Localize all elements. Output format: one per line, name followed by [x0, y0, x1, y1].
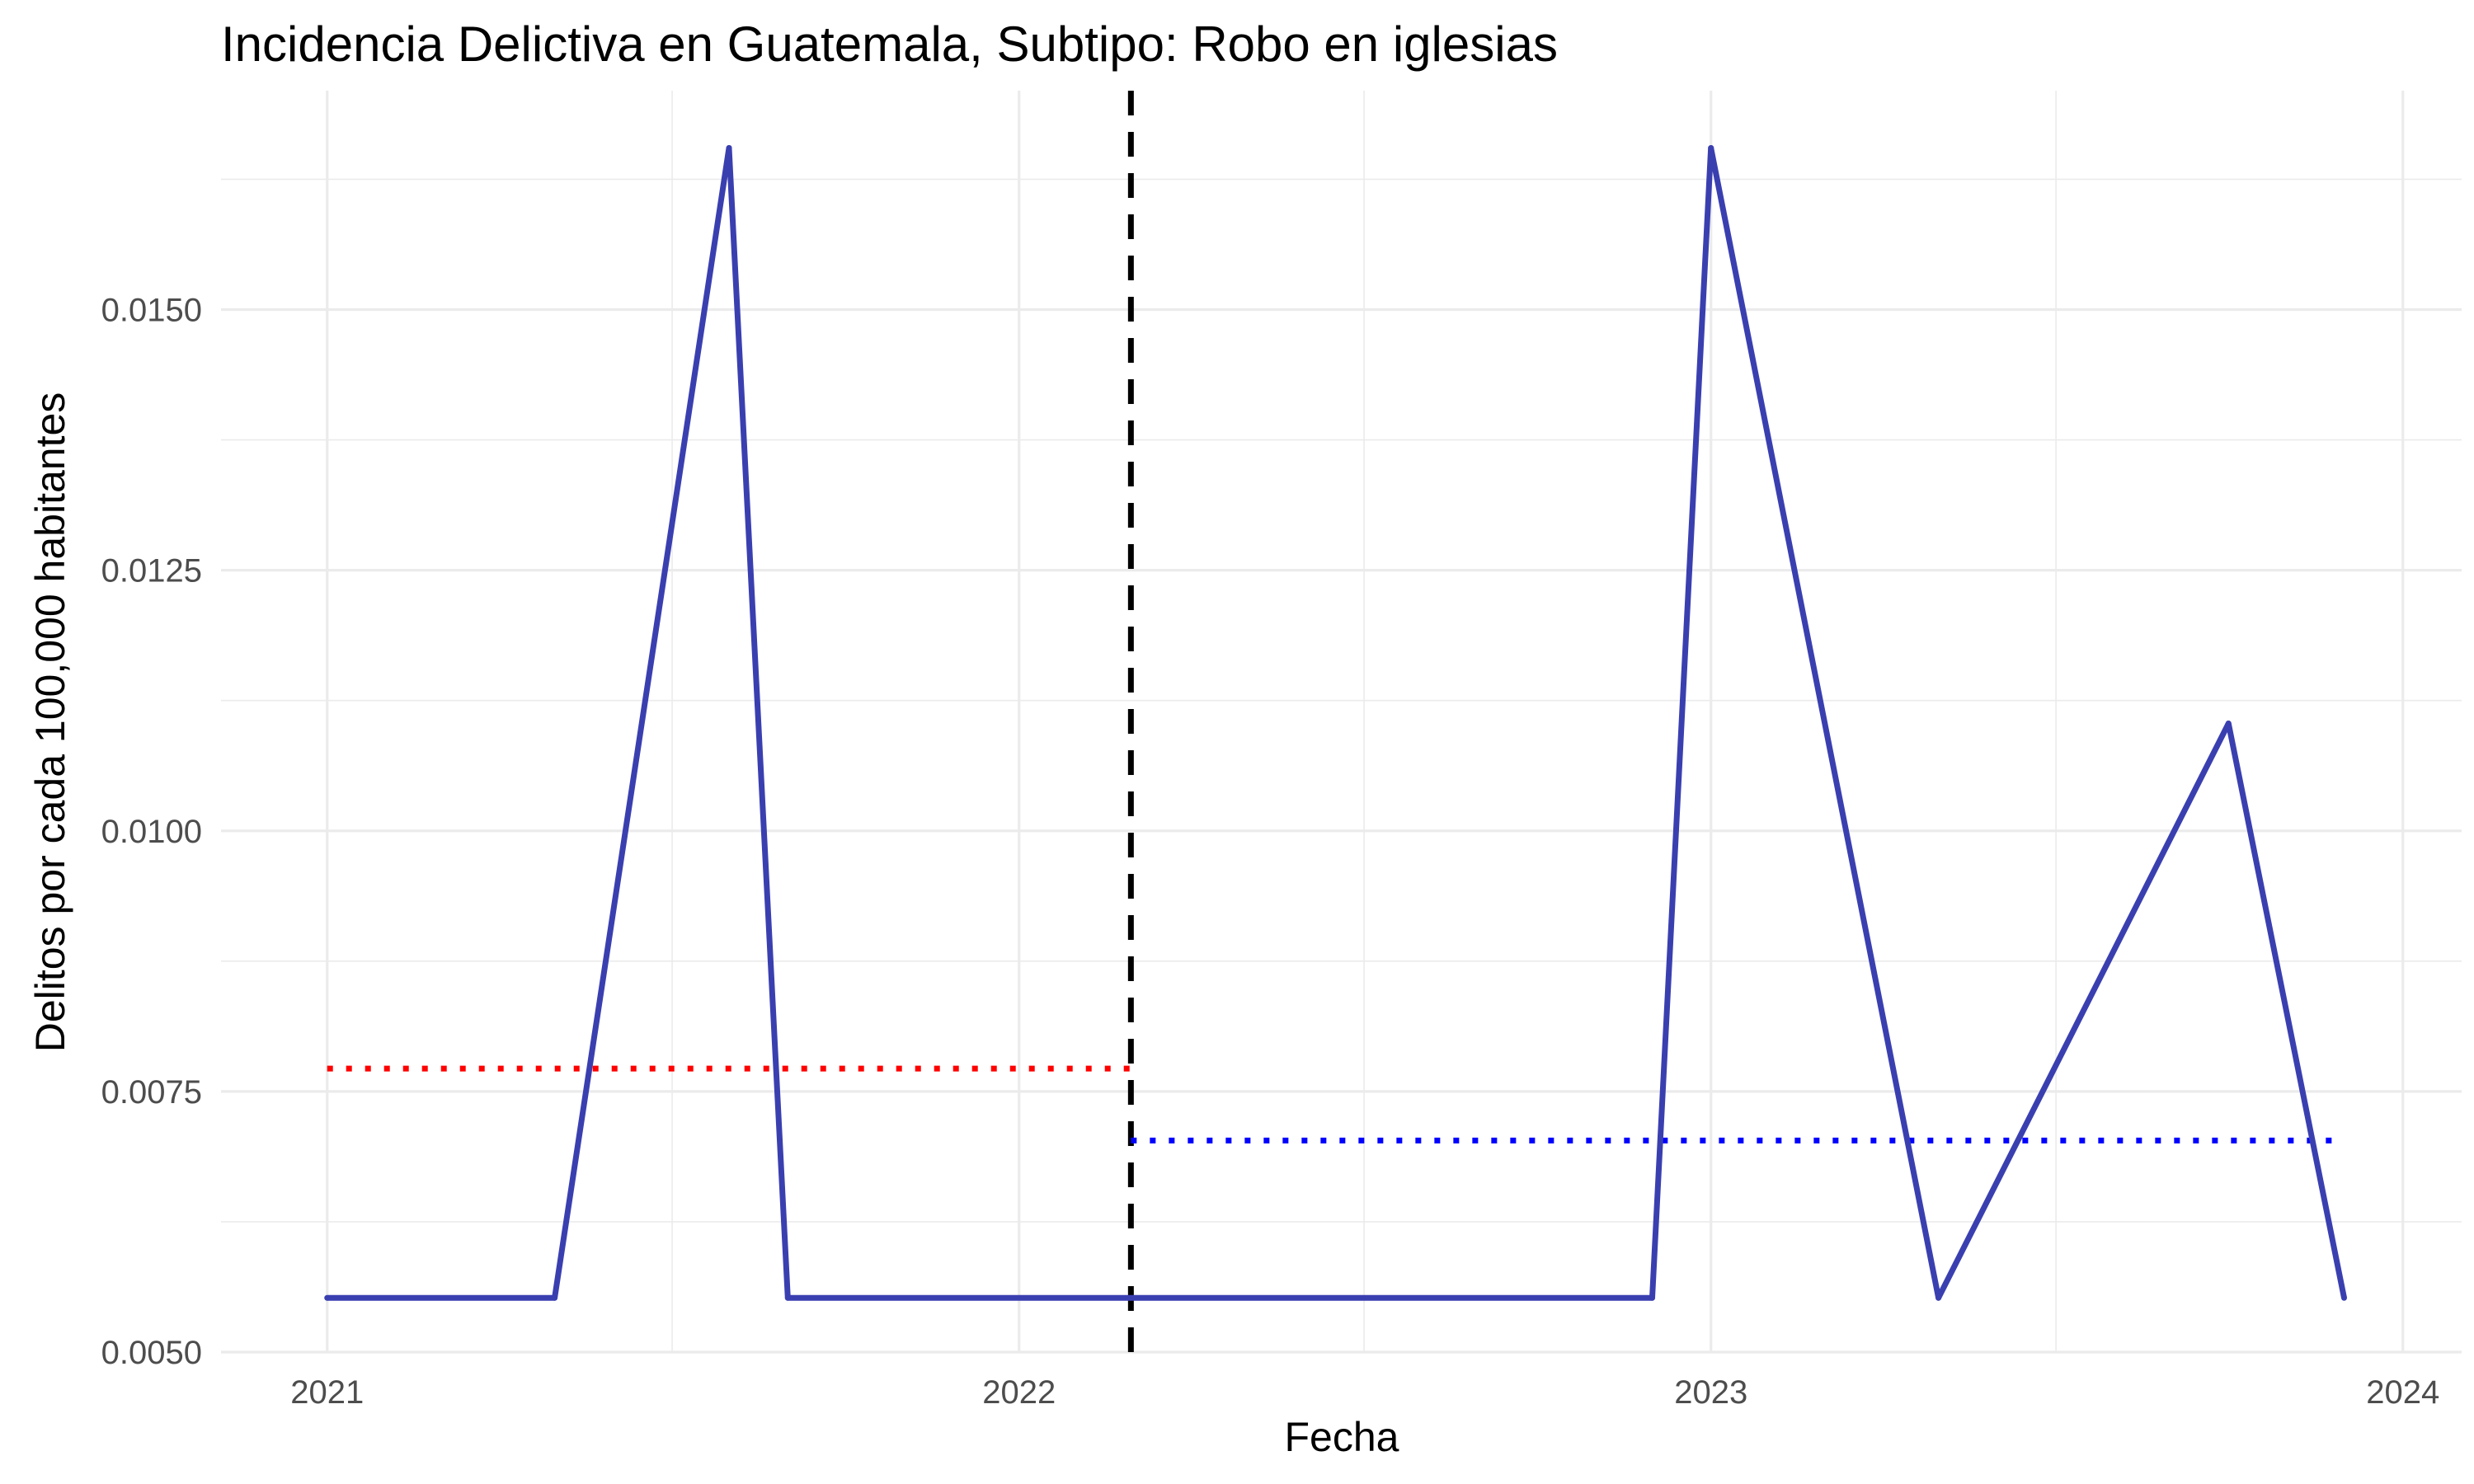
x-axis-title: Fecha — [1285, 1414, 1399, 1460]
data-point — [324, 1294, 331, 1301]
x-tick-label: 2021 — [290, 1374, 364, 1411]
data-point — [1649, 1294, 1655, 1301]
chart-title: Incidencia Delictiva en Guatemala, Subti… — [221, 16, 1558, 72]
y-axis-title: Delitos por cada 100,000 habitantes — [27, 392, 73, 1053]
data-point — [2225, 721, 2232, 727]
data-point — [784, 1294, 791, 1301]
minor-gridlines — [221, 91, 2462, 1352]
x-tick-label: 2023 — [1674, 1374, 1747, 1411]
x-tick-label: 2022 — [982, 1374, 1056, 1411]
data-point — [2340, 1294, 2347, 1301]
reference-lines — [327, 91, 2345, 1352]
data-series — [324, 145, 2347, 1301]
data-point — [1127, 1294, 1134, 1301]
y-axis-ticks: 0.0050 0.0075 0.0100 0.0125 0.0150 — [101, 293, 202, 1371]
y-tick-label: 0.0050 — [101, 1335, 202, 1371]
y-tick-label: 0.0075 — [101, 1074, 202, 1111]
y-tick-label: 0.0125 — [101, 553, 202, 589]
series-line — [327, 145, 2347, 1301]
data-point — [552, 1294, 558, 1301]
data-point — [726, 145, 732, 152]
y-tick-label: 0.0100 — [101, 814, 202, 850]
y-tick-label: 0.0150 — [101, 293, 202, 329]
major-gridlines — [221, 91, 2462, 1354]
data-point — [1708, 145, 1714, 152]
x-tick-label: 2024 — [2366, 1374, 2439, 1411]
x-axis-ticks: 2021 2022 2023 2024 — [290, 1374, 2439, 1411]
data-point — [1935, 1294, 1942, 1301]
